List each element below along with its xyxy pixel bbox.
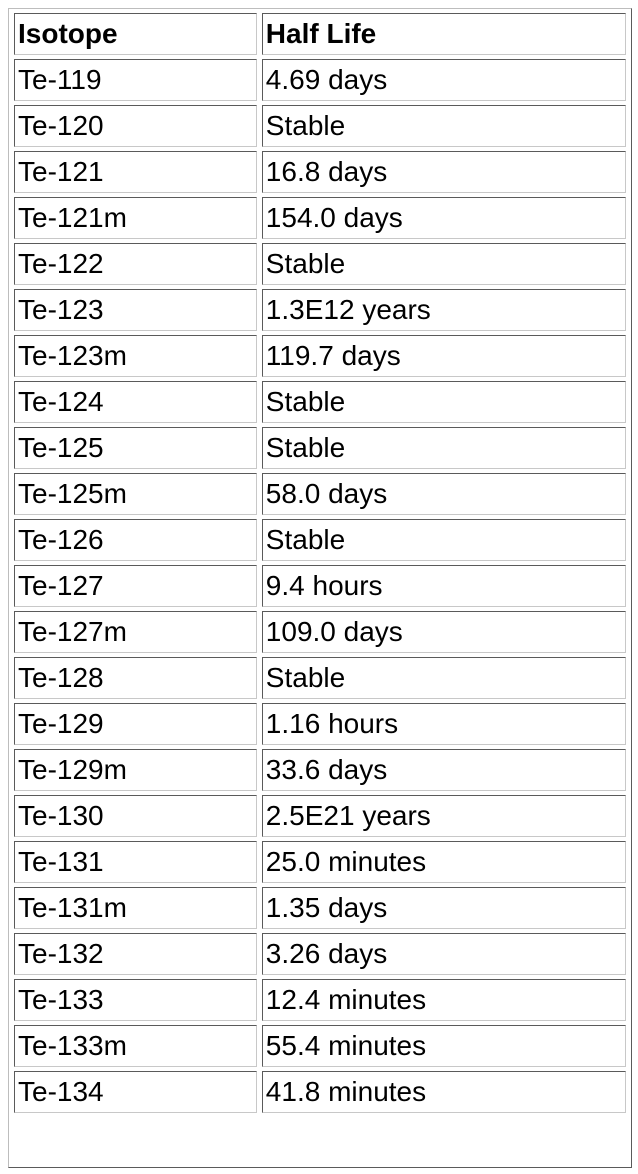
table-row: Te-127m 109.0 days [14,611,626,653]
table-row: Te-125 Stable [14,427,626,469]
header-half-life: Half Life [261,13,626,55]
isotope-cell: Te-120 [14,105,257,147]
isotope-cell: Te-126 [14,519,257,561]
isotope-cell: Te-131 [14,841,257,883]
half-life-cell: Stable [261,105,626,147]
table-row: Te-119 4.69 days [14,59,626,101]
table-row: Te-123 1.3E12 years [14,289,626,331]
isotope-cell: Te-125 [14,427,257,469]
isotope-cell: Te-121m [14,197,257,239]
isotope-cell: Te-131m [14,887,257,929]
isotope-cell: Te-132 [14,933,257,975]
table-row: Te-126 Stable [14,519,626,561]
table-header-row: Isotope Half Life [14,13,626,55]
half-life-cell: 2.5E21 years [261,795,626,837]
isotope-cell: Te-129 [14,703,257,745]
isotope-cell: Te-129m [14,749,257,791]
table-body: Te-119 4.69 days Te-120 Stable Te-121 16.8 da… [14,59,626,1113]
table-row: Te-133m 55.4 minutes [14,1025,626,1067]
isotope-cell: Te-127m [14,611,257,653]
table-row: Te-129 1.16 hours [14,703,626,745]
isotope-table-frame: Isotope Half Life Te-119 4.69 days Te-120 S… [8,8,632,1168]
isotope-cell: Te-123 [14,289,257,331]
table-row: Te-132 3.26 days [14,933,626,975]
isotope-cell: Te-133m [14,1025,257,1067]
half-life-cell: 12.4 minutes [261,979,626,1021]
table-row: Te-129m 33.6 days [14,749,626,791]
half-life-cell: 16.8 days [261,151,626,193]
table-row: Te-120 Stable [14,105,626,147]
isotope-cell: Te-121 [14,151,257,193]
isotope-cell: Te-125m [14,473,257,515]
half-life-cell: 9.4 hours [261,565,626,607]
isotope-cell: Te-122 [14,243,257,285]
isotope-cell: Te-124 [14,381,257,423]
half-life-cell: Stable [261,381,626,423]
half-life-cell: 4.69 days [261,59,626,101]
table-row: Te-134 41.8 minutes [14,1071,626,1113]
half-life-cell: 1.35 days [261,887,626,929]
table-row: Te-123m 119.7 days [14,335,626,377]
isotope-cell: Te-133 [14,979,257,1021]
half-life-cell: 55.4 minutes [261,1025,626,1067]
isotope-half-life-table: Isotope Half Life Te-119 4.69 days Te-120 S… [9,9,631,1117]
isotope-cell: Te-130 [14,795,257,837]
table-row: Te-130 2.5E21 years [14,795,626,837]
half-life-cell: 41.8 minutes [261,1071,626,1113]
half-life-cell: 1.3E12 years [261,289,626,331]
isotope-cell: Te-134 [14,1071,257,1113]
half-life-cell: 109.0 days [261,611,626,653]
isotope-cell: Te-128 [14,657,257,699]
header-isotope: Isotope [14,13,257,55]
isotope-cell: Te-123m [14,335,257,377]
half-life-cell: 33.6 days [261,749,626,791]
table-row: Te-125m 58.0 days [14,473,626,515]
table-row: Te-121 16.8 days [14,151,626,193]
half-life-cell: 58.0 days [261,473,626,515]
isotope-cell: Te-119 [14,59,257,101]
isotope-cell: Te-127 [14,565,257,607]
table-row: Te-124 Stable [14,381,626,423]
half-life-cell: Stable [261,243,626,285]
half-life-cell: Stable [261,427,626,469]
half-life-cell: 3.26 days [261,933,626,975]
table-row: Te-122 Stable [14,243,626,285]
table-row: Te-131m 1.35 days [14,887,626,929]
table-row: Te-133 12.4 minutes [14,979,626,1021]
half-life-cell: 154.0 days [261,197,626,239]
table-row: Te-121m 154.0 days [14,197,626,239]
table-row: Te-128 Stable [14,657,626,699]
half-life-cell: 119.7 days [261,335,626,377]
half-life-cell: 1.16 hours [261,703,626,745]
half-life-cell: Stable [261,519,626,561]
table-row: Te-127 9.4 hours [14,565,626,607]
table-row: Te-131 25.0 minutes [14,841,626,883]
half-life-cell: Stable [261,657,626,699]
half-life-cell: 25.0 minutes [261,841,626,883]
